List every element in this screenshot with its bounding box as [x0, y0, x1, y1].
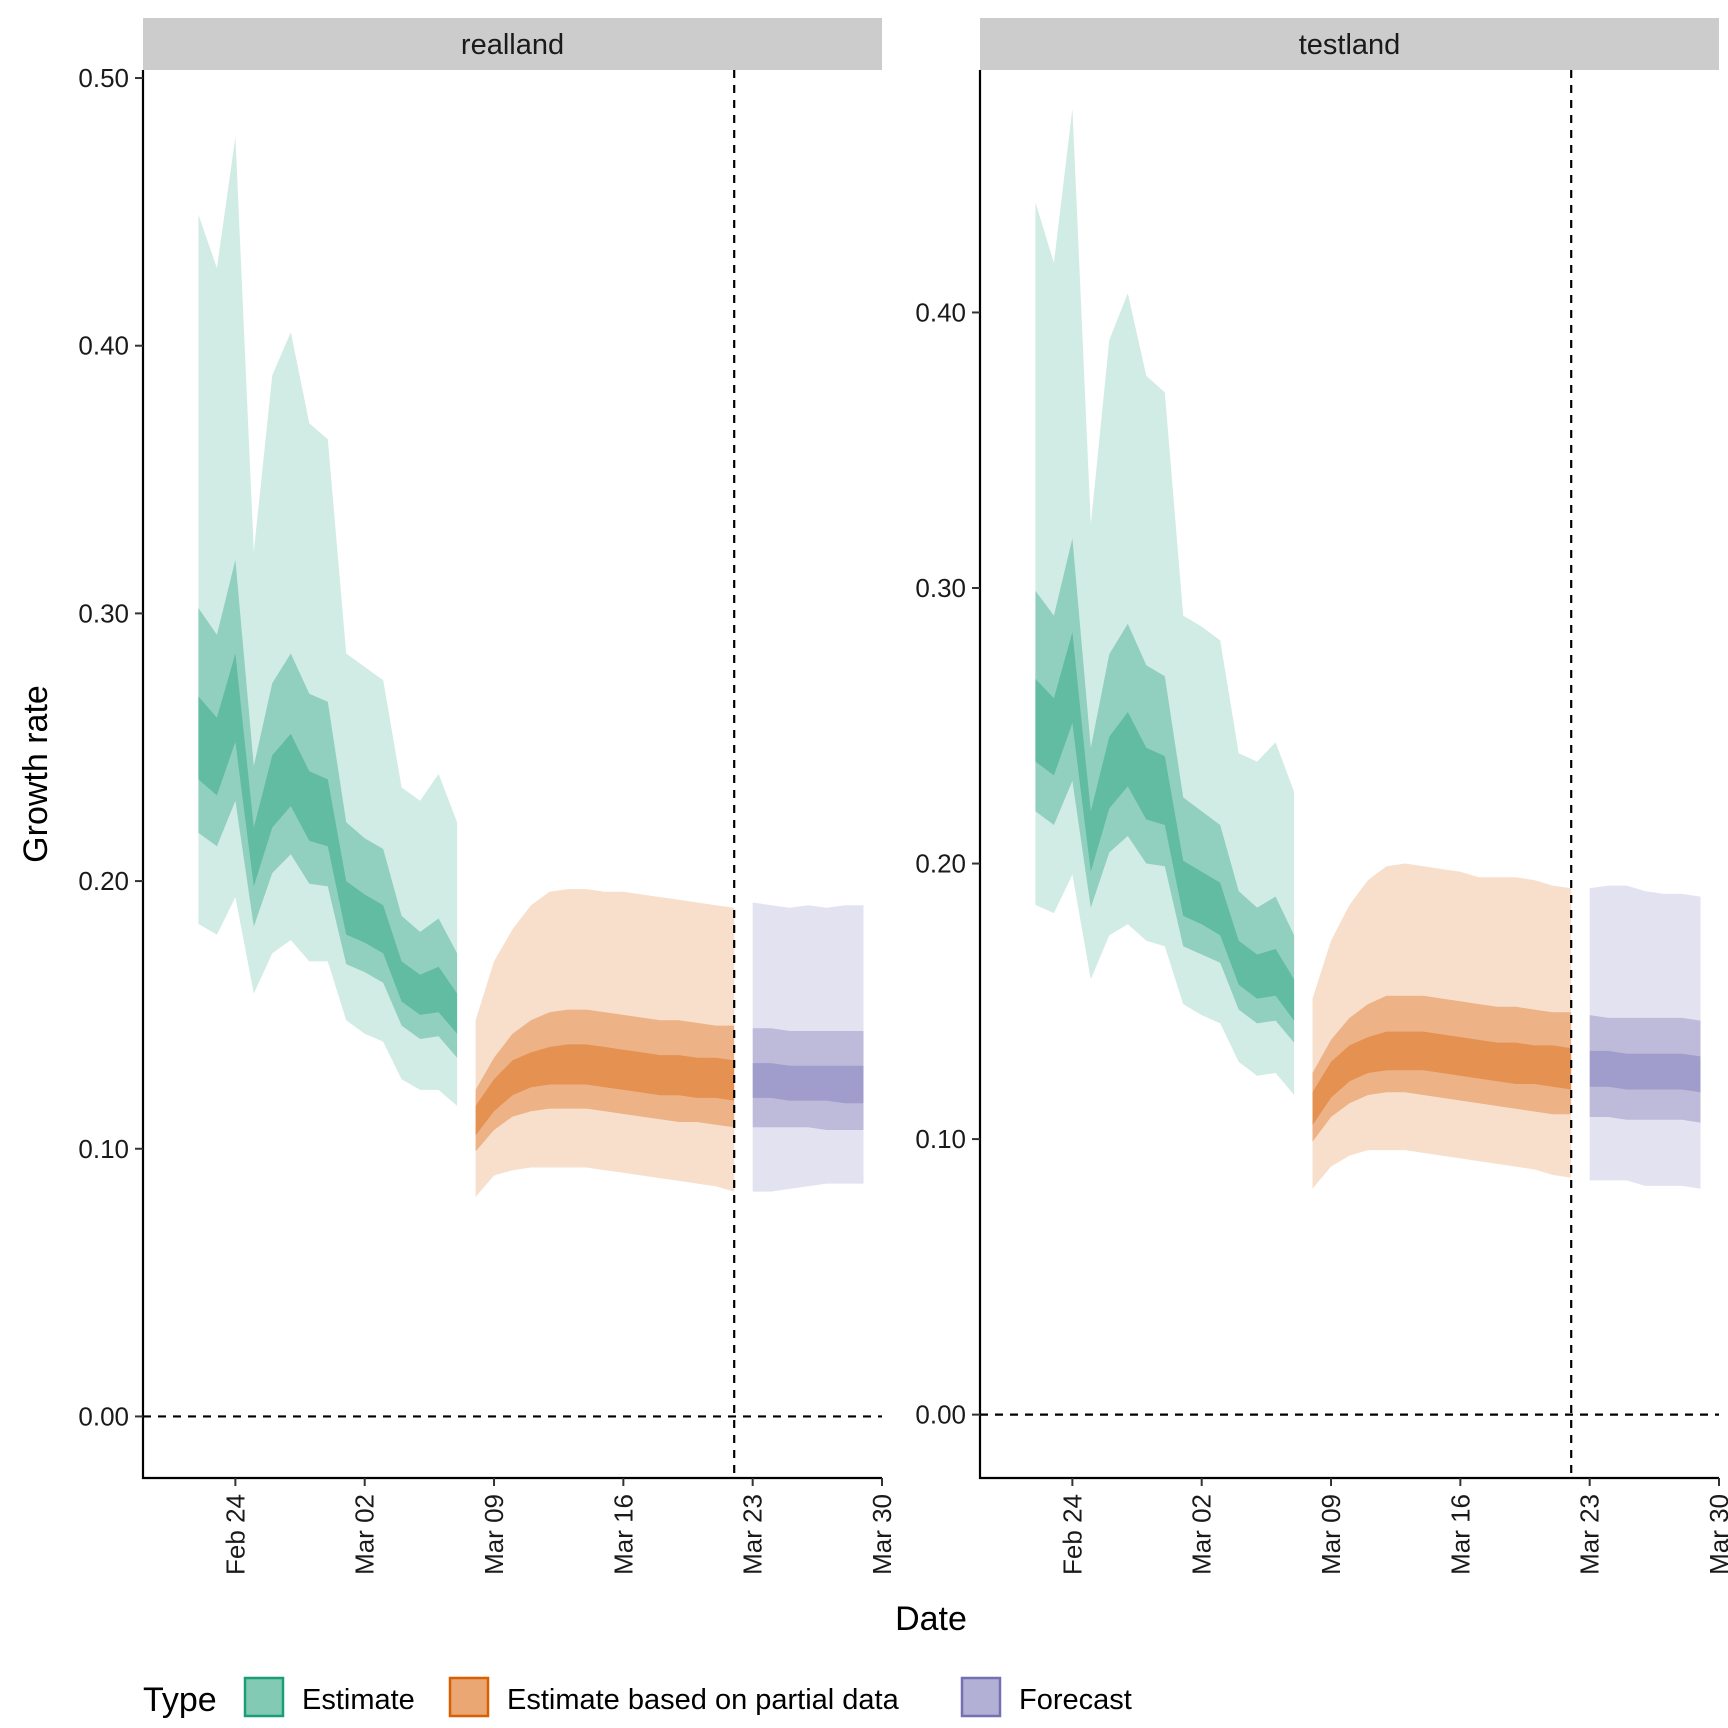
partial-ribbon-90 — [475, 889, 735, 1197]
facet-strip-label: realland — [461, 29, 564, 61]
y-tick-label: 0.10 — [915, 1124, 966, 1154]
y-tick-label: 0.30 — [78, 598, 129, 628]
x-tick-label: Mar 02 — [1187, 1494, 1217, 1575]
x-tick-label: Mar 09 — [479, 1494, 509, 1575]
forecast-ribbon-50 — [1589, 1015, 1701, 1123]
estimate-ribbon-90 — [198, 136, 458, 1106]
estimate-ribbon-20 — [1035, 632, 1295, 1021]
facet-panels: realland 0.00 0.10 0.20 0.30 0.40 0.50 Feb 24 Ma… — [78, 18, 1728, 1575]
legend-key-forecast — [960, 1676, 1002, 1718]
x-axis-title: Date — [895, 1600, 967, 1638]
y-tick-label: 0.50 — [78, 63, 129, 93]
x-tick-label: Mar 23 — [738, 1494, 768, 1575]
partial-ribbon-20 — [1312, 1031, 1572, 1126]
legend-label-estimate: Estimate — [302, 1684, 415, 1716]
y-tick-label: 0.40 — [915, 297, 966, 327]
y-tick-label: 0.20 — [78, 866, 129, 896]
y-tick-label: 0.00 — [915, 1400, 966, 1430]
legend-label-forecast: Forecast — [1019, 1684, 1132, 1716]
x-tick-label: Mar 23 — [1575, 1494, 1605, 1575]
panel-realland: realland 0.00 0.10 0.20 0.30 0.40 0.50 Feb 24 Ma… — [78, 18, 897, 1575]
estimate-ribbon-50 — [198, 559, 458, 1058]
forecast-ribbon-50 — [752, 1028, 864, 1130]
y-tick-label: 0.30 — [915, 573, 966, 603]
forecast-ribbon-90 — [1589, 885, 1701, 1189]
y-tick-label: 0.40 — [78, 331, 129, 361]
y-axis-title: Growth rate — [17, 685, 55, 863]
x-tick-label: Feb 24 — [220, 1494, 250, 1575]
y-tick-label: 0.00 — [78, 1401, 129, 1431]
facet-strip-label: testland — [1299, 29, 1401, 61]
facet-strip — [980, 18, 1719, 70]
panel-testland: testland 0.00 0.10 0.20 0.30 0.40 Feb 24 Mar 02… — [915, 18, 1728, 1575]
partial-ribbon-50 — [1312, 995, 1572, 1142]
estimate-ribbon-20 — [198, 653, 458, 1034]
partial-ribbon-90 — [1312, 863, 1572, 1189]
forecast-ribbon-20 — [1589, 1050, 1701, 1093]
estimate-ribbon-50 — [1035, 538, 1295, 1043]
legend-key-estimate — [243, 1676, 285, 1718]
x-tick-label: Mar 16 — [1445, 1494, 1475, 1575]
x-tick-label: Mar 30 — [1704, 1494, 1728, 1575]
facet-strip — [143, 18, 882, 70]
x-tick-label: Mar 02 — [350, 1494, 380, 1575]
x-tick-label: Mar 09 — [1316, 1494, 1346, 1575]
legend-label-partial: Estimate based on partial data — [507, 1684, 900, 1716]
x-tick-label: Mar 16 — [608, 1494, 638, 1575]
forecast-ribbon-20 — [752, 1063, 864, 1104]
estimate-ribbon-90 — [1035, 108, 1295, 1096]
forecast-ribbon-90 — [752, 902, 864, 1192]
x-tick-label: Mar 30 — [867, 1494, 897, 1575]
y-tick-label: 0.10 — [78, 1134, 129, 1164]
partial-ribbon-20 — [475, 1044, 735, 1136]
x-tick-label: Feb 24 — [1057, 1494, 1087, 1575]
legend: Type Estimate Estimate based on partial d… — [143, 1676, 1132, 1719]
legend-key-partial — [448, 1676, 490, 1718]
y-tick-label: 0.20 — [915, 849, 966, 879]
legend-title: Type — [143, 1681, 217, 1719]
partial-ribbon-50 — [475, 1009, 735, 1152]
